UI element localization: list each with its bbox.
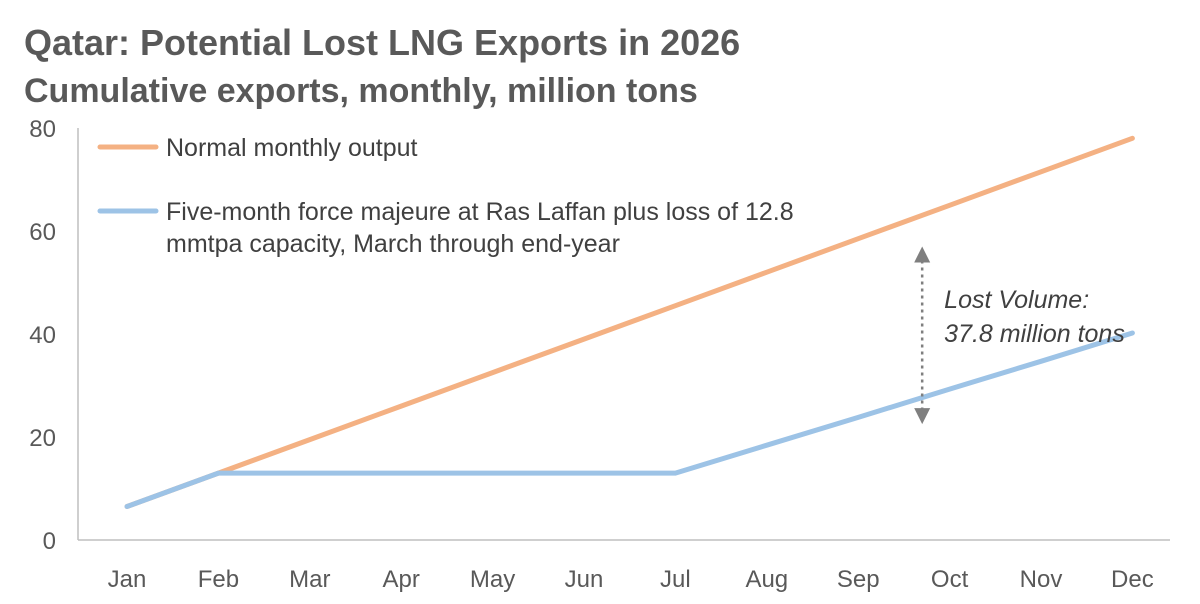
x-tick-label: Mar [289, 566, 330, 593]
annotation-text-line: 37.8 million tons [944, 320, 1125, 348]
series-line-normal-output [124, 135, 1135, 509]
lost-volume-arrow-head-up [914, 246, 931, 263]
series-line-force-majeure [124, 330, 1135, 509]
y-tick-label: 60 [29, 219, 56, 246]
y-tick-label: 20 [29, 425, 56, 452]
x-tick-labels: Jan Feb Mar Apr May Jun Jul Aug Sep Oct Nov Dec [108, 566, 1154, 593]
y-tick-label: 40 [29, 322, 56, 349]
x-tick-label: Oct [931, 566, 969, 593]
x-tick-label: Sep [837, 566, 880, 593]
chart-subtitle: Cumulative exports, monthly, million ton… [24, 72, 698, 110]
x-tick-label: Aug [745, 566, 788, 593]
x-tick-label: Dec [1111, 566, 1154, 593]
legend-label: Five-month force majeure at Ras Laffan p… [166, 198, 794, 226]
x-tick-label: Jan [108, 566, 147, 593]
y-tick-label: 80 [29, 116, 56, 143]
lost-volume-arrow-head-down [914, 408, 931, 425]
legend-label: Normal monthly output [166, 134, 418, 162]
annotation-text-line: Lost Volume: [944, 286, 1089, 314]
x-tick-label: Jun [565, 566, 604, 593]
legend-label: mmtpa capacity, March through end-year [166, 230, 620, 258]
x-tick-label: Apr [383, 566, 420, 593]
legend: Normal monthly output Five-month force ma… [97, 134, 794, 258]
series-lines [124, 135, 1135, 509]
x-tick-label: Nov [1020, 566, 1063, 593]
y-tick-label: 0 [43, 528, 56, 555]
x-tick-label: Feb [198, 566, 239, 593]
x-tick-label: Jul [660, 566, 691, 593]
chart-title: Qatar: Potential Lost LNG Exports in 202… [24, 22, 741, 63]
x-tick-label: May [470, 566, 515, 593]
y-tick-labels: 0 20 40 60 80 [29, 116, 56, 555]
lost-volume-annotation: Lost Volume: 37.8 million tons [914, 246, 1125, 425]
